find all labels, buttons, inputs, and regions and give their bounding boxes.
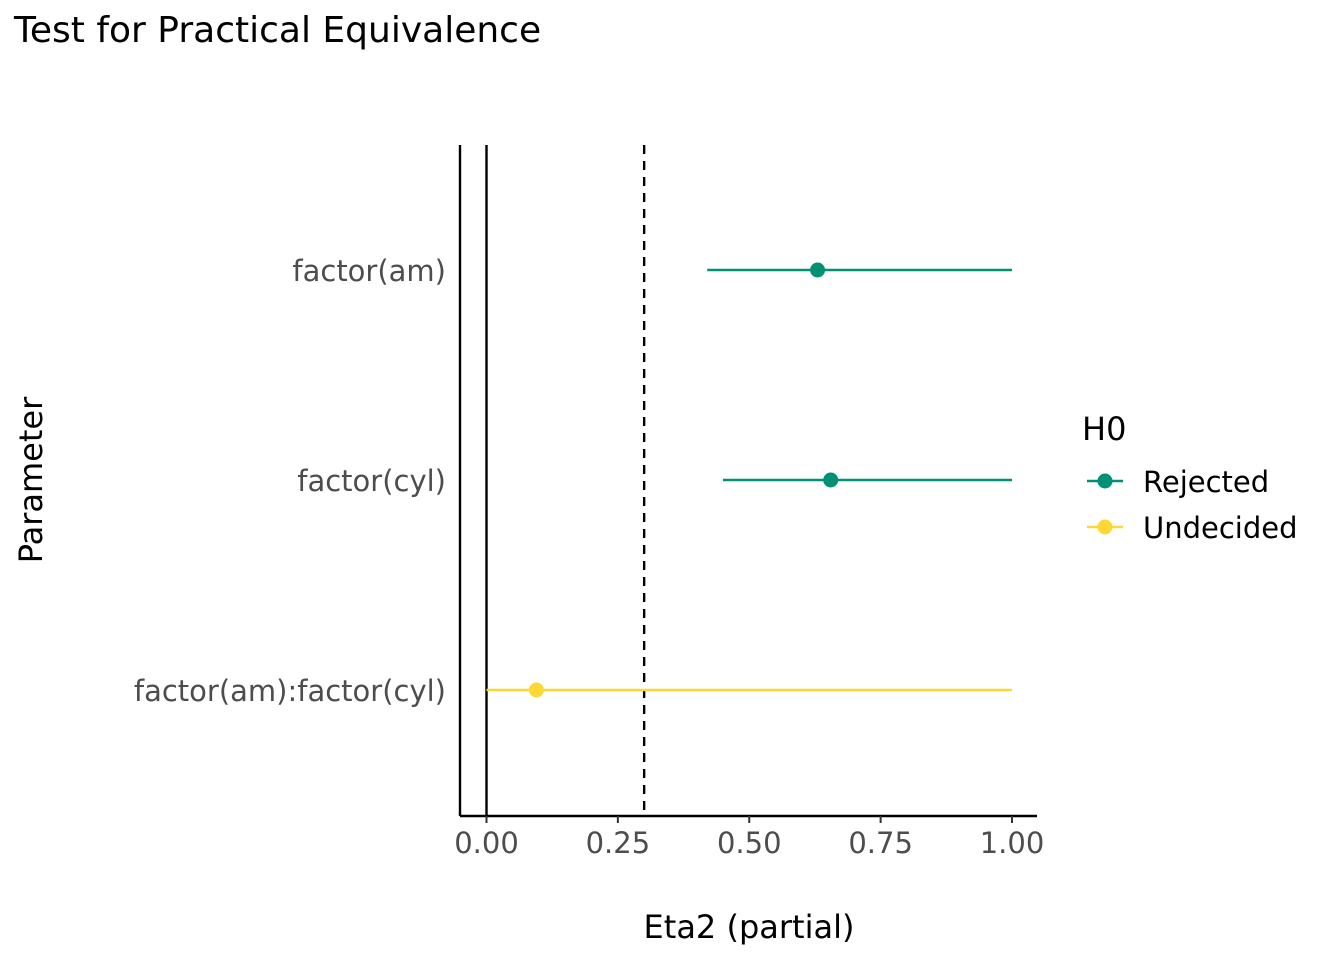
x-tick-label: 0.00 bbox=[454, 826, 519, 860]
x-axis-title: Eta2 (partial) bbox=[644, 908, 855, 946]
x-tick-label: 0.50 bbox=[717, 826, 782, 860]
data-point bbox=[528, 682, 544, 698]
y-tick-label: factor(am):factor(cyl) bbox=[134, 674, 446, 708]
y-tick-label: factor(cyl) bbox=[297, 464, 446, 498]
x-tick-label: 0.25 bbox=[586, 826, 651, 860]
x-tick-label: 0.75 bbox=[848, 826, 913, 860]
plot-area: 0.00 0.25 0.50 0.75 1.00 factor(am) factor(cyl… bbox=[134, 145, 1044, 860]
y-tick-label: factor(am) bbox=[292, 254, 446, 288]
legend-title: H0 bbox=[1082, 410, 1126, 448]
y-axis-title: Parameter bbox=[12, 396, 50, 563]
legend: H0 Rejected Undecided bbox=[1082, 410, 1298, 545]
legend-label: Rejected bbox=[1143, 465, 1269, 499]
data-point bbox=[823, 472, 839, 488]
legend-label: Undecided bbox=[1143, 511, 1298, 545]
legend-key-point bbox=[1097, 519, 1113, 535]
chart-title: Test for Practical Equivalence bbox=[13, 10, 541, 51]
x-tick-label: 1.00 bbox=[980, 826, 1045, 860]
legend-key-point bbox=[1097, 473, 1113, 489]
data-point bbox=[810, 262, 826, 278]
